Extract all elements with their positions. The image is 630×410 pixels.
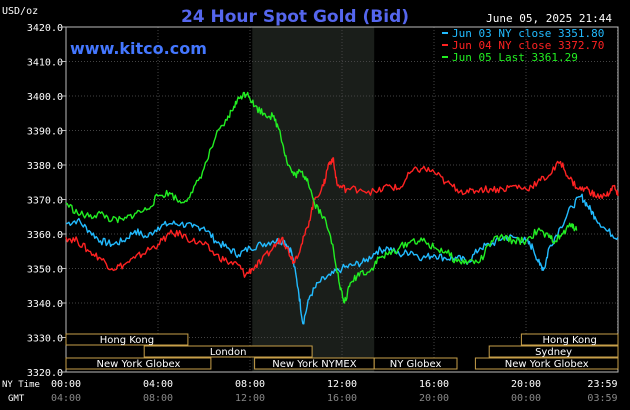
y-tick-label: 3320.0: [27, 368, 63, 379]
legend-entry: Jun 04 NY close 3372.70: [452, 39, 604, 52]
session-label: Sydney: [535, 347, 572, 358]
x-tick-label-ny: 00:00: [51, 379, 81, 390]
x-tick-label-ny: 20:00: [511, 379, 541, 390]
y-axis-ticks: 3420.0 3410.0 3400.0 3390.0 3380.0 3370.0 3360…: [27, 23, 66, 379]
y-tick-label: 3330.0: [27, 334, 63, 345]
x-tick-label-gmt: 08:00: [143, 393, 173, 404]
session-box: [65, 333, 189, 346]
x-tick-label-gmt: 04:00: [51, 393, 81, 404]
y-tick-label: 3370.0: [27, 196, 63, 207]
x-tick-label-ny: 08:00: [235, 379, 265, 390]
y-tick-label: 3380.0: [27, 161, 63, 172]
y-axis-label: USD/oz: [2, 6, 38, 17]
x-tick-label-ny: 16:00: [419, 379, 449, 390]
x-tick-label-ny: 23:59: [587, 379, 617, 390]
series-line: [65, 193, 619, 325]
legend-swatch: [442, 32, 448, 34]
session-box: [65, 357, 212, 370]
chart-title: 24 Hour Spot Gold (Bid): [181, 7, 409, 27]
x-tick-label-gmt: 12:00: [235, 393, 265, 404]
legend-entry: Jun 03 NY close 3351.80: [452, 27, 604, 40]
legend-entry: Jun 05 Last 3361.29: [452, 51, 578, 64]
session-box: [488, 345, 619, 358]
y-tick-label: 3360.0: [27, 230, 63, 241]
session-label: London: [210, 347, 247, 358]
kitco-watermark[interactable]: www.kitco.com: [70, 39, 207, 58]
x-tick-label-gmt: 20:00: [419, 393, 449, 404]
session-box: [143, 345, 313, 358]
x-tick-label-ny: 12:00: [327, 379, 357, 390]
x-tick-label-gmt: 00:00: [511, 393, 541, 404]
ny-time-row-label: NY Time: [2, 380, 40, 390]
session-label: New York Globex: [505, 359, 589, 370]
x-tick-label-ny: 04:00: [143, 379, 173, 390]
y-tick-label: 3340.0: [27, 299, 63, 310]
session-label: New York NYMEX: [272, 359, 357, 370]
timestamp: June 05, 2025 21:44: [486, 12, 612, 25]
y-tick-label: 3350.0: [27, 265, 63, 276]
session-box: [474, 357, 619, 370]
y-tick-label: 3420.0: [27, 23, 63, 34]
gmt-row-label: GMT: [8, 394, 25, 404]
x-tick-label-gmt: 03:59: [587, 393, 617, 404]
y-tick-label: 3400.0: [27, 92, 63, 103]
session-box: [520, 333, 619, 346]
y-tick-label: 3410.0: [27, 58, 63, 69]
x-tick-label-gmt: 16:00: [327, 393, 357, 404]
session-box: [373, 357, 458, 370]
session-label: Hong Kong: [100, 335, 154, 346]
series-line: [65, 157, 619, 278]
session-label: New York Globex: [97, 359, 181, 370]
y-tick-label: 3390.0: [27, 127, 63, 138]
price-series: [65, 91, 619, 325]
session-label: NY Globex: [390, 359, 442, 370]
legend-swatch: [442, 56, 448, 58]
session-label: Hong Kong: [543, 335, 597, 346]
series-line: [65, 91, 578, 304]
legend-swatch: [442, 44, 448, 46]
x-axis-ticks: 00:00 04:00 04:00 08:00 08:00 12:00 12:00 16:00…: [51, 379, 618, 404]
